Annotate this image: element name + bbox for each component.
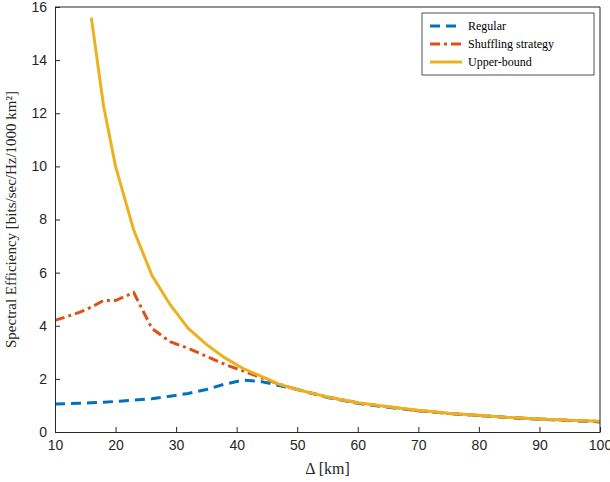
tick: 90 xyxy=(532,427,548,453)
series-line xyxy=(55,380,600,422)
tick-label: 30 xyxy=(169,437,185,453)
x-axis-title: Δ [km] xyxy=(305,460,350,477)
tick-label: 50 xyxy=(290,437,306,453)
tick-label: 10 xyxy=(48,437,64,453)
tick-label: 0 xyxy=(39,424,47,440)
tick: 12 xyxy=(31,105,60,121)
tick-label: 10 xyxy=(31,158,47,174)
tick-label: 14 xyxy=(31,52,47,68)
tick-mark xyxy=(55,326,60,327)
tick-label: 8 xyxy=(39,211,47,227)
tick-mark xyxy=(55,432,60,433)
tick-label: 40 xyxy=(229,437,245,453)
axis-line xyxy=(56,432,601,433)
tick-label: 100 xyxy=(589,437,610,453)
tick-label: 20 xyxy=(108,437,124,453)
tick-mark xyxy=(55,113,60,114)
tick-mark xyxy=(55,220,60,221)
tick-mark xyxy=(479,427,480,432)
tick: 100 xyxy=(589,427,610,453)
tick-label: 16 xyxy=(31,0,47,15)
tick-mark xyxy=(55,273,60,274)
tick: 40 xyxy=(229,427,245,453)
chart: 10 20 30 40 50 60 70 80 90 100 0 2 4 6 8 10 12 14 16 Regula… xyxy=(0,0,610,482)
tick: 6 xyxy=(39,265,60,281)
series-line xyxy=(91,18,600,422)
frame xyxy=(55,7,600,8)
tick-mark xyxy=(237,427,238,432)
tick: 80 xyxy=(472,427,488,453)
tick: 20 xyxy=(108,427,124,453)
frame xyxy=(600,7,601,432)
legend-label: Upper-bound xyxy=(468,55,532,69)
tick-label: 6 xyxy=(39,265,47,281)
lines xyxy=(55,18,600,422)
plot-background xyxy=(55,7,600,432)
tick-label: 70 xyxy=(411,437,427,453)
tick: 0 xyxy=(39,424,60,440)
tick-mark xyxy=(55,60,60,61)
tick-mark xyxy=(539,427,540,432)
legend-swatch xyxy=(430,25,462,28)
x-axis: 10 20 30 40 50 60 70 80 90 100 xyxy=(48,427,610,453)
tick-mark xyxy=(358,427,359,432)
y-axis-title: Spectral Efficiency [bits/sec/Hz/1000 km… xyxy=(3,91,19,348)
tick-mark xyxy=(176,427,177,432)
legend-box xyxy=(422,13,594,75)
tick: 14 xyxy=(31,52,60,68)
tick-label: 80 xyxy=(472,437,488,453)
tick-mark xyxy=(55,379,60,380)
tick-mark xyxy=(297,427,298,432)
legend: Regular Shuffling strategy Upper-bound xyxy=(422,13,594,75)
tick-label: 4 xyxy=(39,318,47,334)
tick-label: 12 xyxy=(31,105,47,121)
tick: 30 xyxy=(169,427,185,453)
tick: 8 xyxy=(39,211,60,227)
y-axis: 0 2 4 6 8 10 12 14 16 xyxy=(31,0,60,440)
tick-mark xyxy=(55,166,60,167)
legend-swatch xyxy=(430,61,462,64)
tick: 2 xyxy=(39,371,60,387)
tick-label: 2 xyxy=(39,371,47,387)
tick-mark xyxy=(418,427,419,432)
legend-label: Regular xyxy=(468,19,506,33)
tick: 4 xyxy=(39,318,60,334)
tick-label: 90 xyxy=(532,437,548,453)
tick-mark xyxy=(116,427,117,432)
legend-label: Shuffling strategy xyxy=(468,37,554,51)
plot: 10 20 30 40 50 60 70 80 90 100 0 2 4 6 8 10 12 14 16 Regula… xyxy=(31,0,610,453)
tick: 50 xyxy=(290,427,306,453)
legend-swatch xyxy=(430,43,462,46)
tick: 10 xyxy=(31,158,60,174)
tick: 60 xyxy=(350,427,366,453)
tick-label: 60 xyxy=(350,437,366,453)
series-line xyxy=(55,293,600,422)
tick: 70 xyxy=(411,427,427,453)
